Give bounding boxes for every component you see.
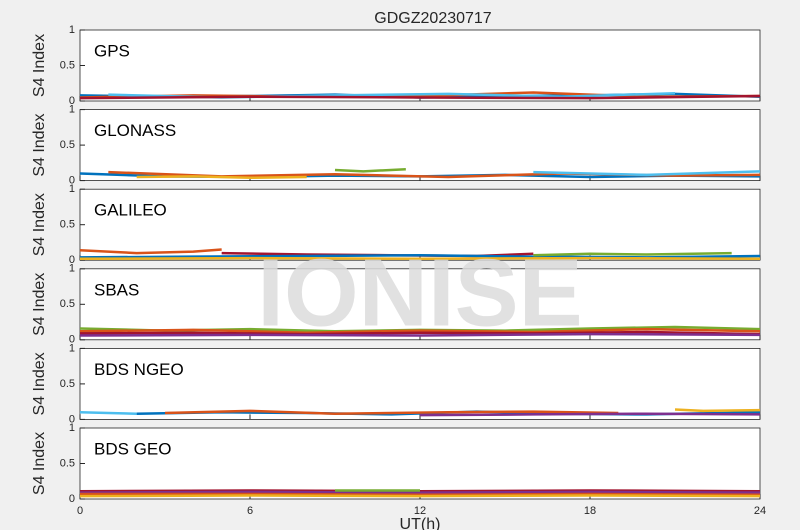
panel-label: GALILEO — [94, 201, 167, 220]
series-line — [80, 492, 761, 496]
series-line — [79, 494, 761, 498]
series-line — [79, 94, 761, 100]
y-tick-label: 0.5 — [60, 298, 75, 310]
panels: 0 0.5 1 GPS S4 Index 0 0.5 1 GLONASS S4 Index 0 0.5… — [31, 24, 766, 517]
y-axis-label: S4 Index — [31, 352, 48, 415]
y-tick-label: 0 — [69, 175, 75, 187]
series-line — [334, 167, 406, 173]
panel-label: GLONASS — [94, 121, 176, 140]
x-tick-label: 6 — [247, 505, 253, 517]
y-tick-label: 1 — [69, 24, 75, 36]
axes-box — [79, 188, 761, 261]
y-tick-label: 0 — [69, 254, 75, 266]
series-line — [79, 248, 222, 255]
axes-box — [79, 427, 761, 500]
y-tick-label: 0.5 — [60, 139, 75, 151]
series-line — [533, 251, 732, 257]
y-tick-label: 1 — [69, 422, 75, 434]
series-line — [533, 170, 761, 177]
series-line — [79, 411, 137, 415]
y-tick-label: 0.5 — [60, 457, 75, 469]
y-tick-label: 0 — [69, 413, 75, 425]
series-line — [136, 175, 307, 180]
panel-label: BDS GEO — [94, 439, 171, 458]
y-axis-label: S4 Index — [31, 114, 48, 177]
figure-title: GDGZ20230717 — [374, 10, 492, 27]
axes-box — [79, 29, 761, 102]
series-line — [79, 332, 761, 337]
y-tick-label: 0 — [69, 493, 75, 505]
y-tick-label: 0.5 — [60, 59, 75, 71]
series-line — [79, 330, 761, 336]
series-line — [419, 412, 761, 417]
panel-label: GPS — [94, 41, 130, 60]
series-line — [79, 490, 761, 494]
y-tick-label: 1 — [69, 263, 75, 275]
axes-box — [79, 347, 761, 420]
series-line — [164, 409, 619, 415]
x-tick-label: 0 — [77, 505, 83, 517]
y-tick-label: 0.5 — [60, 219, 75, 231]
y-axis-label: S4 Index — [31, 34, 48, 97]
series-line — [674, 408, 761, 413]
axes-box — [79, 109, 761, 181]
series-line — [79, 327, 761, 334]
series-line — [79, 256, 761, 261]
y-axis-label: S4 Index — [31, 432, 48, 495]
y-tick-label: 0 — [69, 334, 75, 346]
x-axis-label: UT(h) — [400, 516, 441, 530]
y-tick-label: 0 — [69, 95, 75, 107]
y-tick-label: 0.5 — [60, 378, 75, 390]
x-tick-label: 24 — [754, 505, 766, 517]
watermark: IONISE — [257, 239, 582, 346]
y-tick-label: 1 — [69, 183, 75, 195]
y-tick-label: 1 — [69, 342, 75, 354]
panel-label: BDS NGEO — [94, 360, 184, 379]
x-tick-label: 18 — [584, 505, 596, 517]
y-axis-label: S4 Index — [31, 193, 48, 256]
y-tick-label: 1 — [69, 104, 75, 116]
x-tick-label: 12 — [414, 505, 426, 517]
panel-label: SBAS — [94, 280, 139, 299]
y-axis-label: S4 Index — [31, 273, 48, 336]
